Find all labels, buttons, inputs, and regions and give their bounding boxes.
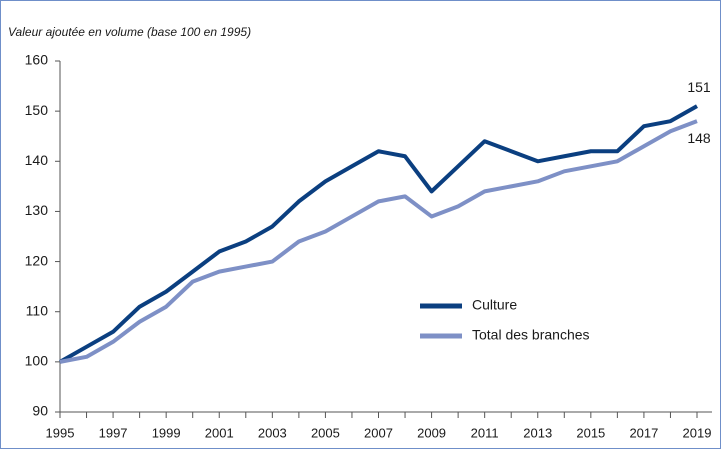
y-tick-label: 140	[25, 152, 49, 168]
x-tick-label: 2015	[576, 425, 605, 440]
x-tick-label: 2009	[417, 425, 446, 440]
x-tick-label: 1997	[99, 425, 128, 440]
x-tick-label: 2001	[205, 425, 234, 440]
line-series	[59, 104, 698, 364]
y-tick-label: 100	[25, 353, 49, 369]
x-tick-label: 2003	[258, 425, 287, 440]
y-tick-label: 160	[25, 52, 49, 68]
end-label: 148	[687, 130, 711, 146]
x-tick-label: 2005	[311, 425, 340, 440]
x-tick-label: 2007	[364, 425, 393, 440]
legend-label: Total des branches	[472, 327, 590, 343]
x-tick-label: 1995	[46, 425, 75, 440]
x-tick-label: 1999	[152, 425, 181, 440]
y-tick-label: 110	[26, 302, 49, 318]
x-tick-label: 2013	[523, 425, 552, 440]
y-tick-label: 120	[25, 252, 49, 268]
y-tick-label: 130	[25, 202, 49, 218]
line-series	[59, 119, 698, 364]
y-tick-label: 150	[25, 102, 49, 118]
x-tick-label: 2019	[683, 425, 712, 440]
y-tick-label: 90	[32, 403, 48, 419]
end-label: 151	[687, 79, 711, 95]
x-tick-label: 2011	[471, 425, 499, 440]
legend-label: Culture	[472, 297, 517, 313]
y-axis-title: Valeur ajoutée en volume (base 100 en 19…	[8, 25, 251, 39]
x-tick-label: 2017	[629, 425, 658, 440]
